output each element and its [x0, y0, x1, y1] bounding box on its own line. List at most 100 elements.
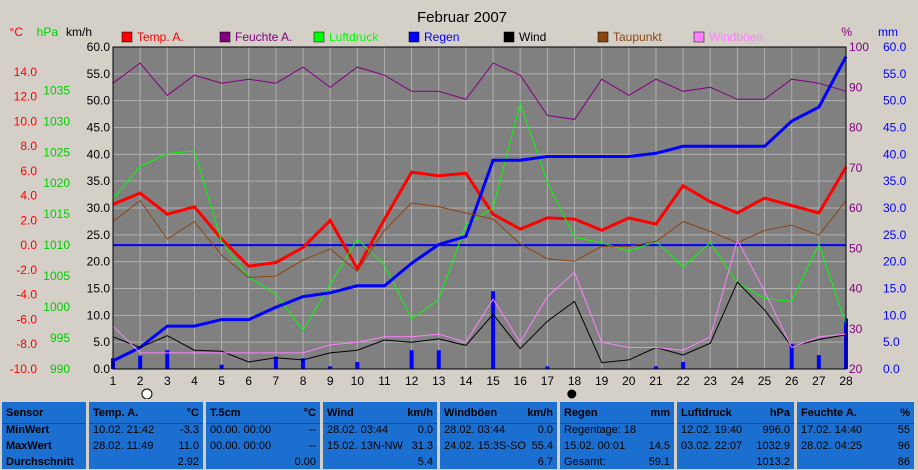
temp-title: Temp. A.	[93, 407, 139, 419]
gridlines	[112, 46, 847, 370]
temp-max-time: 28.02. 11:49	[93, 440, 154, 452]
rain-bar	[273, 356, 278, 369]
humidity-tick-label: 90	[849, 80, 863, 94]
x-tick-label: 3	[164, 374, 171, 388]
rain-tick-label: 55.0	[883, 67, 907, 81]
humidity-tick-label: 70	[849, 161, 863, 175]
pressure-title: Luftdruck	[681, 407, 732, 419]
temp-max-value: 11.0	[178, 440, 199, 452]
rain-bar	[491, 291, 496, 369]
pressure-unit-label: hPa	[37, 25, 59, 39]
max-label: MaxWert	[6, 440, 52, 452]
legend-item: Windböen	[693, 30, 763, 44]
humidity-tick-label: 40	[849, 282, 863, 296]
plot-frame	[112, 46, 847, 370]
x-tick-label: 10	[351, 374, 365, 388]
legend-label: Feuchte A.	[235, 30, 292, 44]
pressure-min-value: 996.0	[762, 424, 790, 436]
rain-bar	[436, 350, 441, 369]
weather-chart: Februar 2007 14.012.010.08.06.04.02.00.0…	[9, 9, 907, 399]
chart-marks	[111, 55, 848, 399]
legend-swatch	[693, 31, 705, 43]
x-tick-label: 11	[378, 374, 391, 388]
panel-labels: Sensor MinWert MaxWert Durchschnitt	[2, 402, 86, 469]
gusts-unit: km/h	[527, 407, 553, 419]
temp-tick-label: 12.0	[14, 90, 38, 104]
panel-wind: Wind km/h 28.02. 03:44 0.0 15.02. 13N-NW 31…	[323, 402, 437, 469]
rain-bar	[653, 366, 658, 369]
rain-tick-label: 5.0	[883, 335, 900, 349]
pressure-max-value: 1032.9	[756, 440, 790, 452]
wind-tick-label: 30.0	[87, 201, 111, 215]
legend-label: Luftdruck	[329, 30, 379, 44]
legend-item: Feuchte A.	[219, 30, 292, 44]
rain-title: Regen	[564, 407, 598, 419]
legend-item: Luftdruck	[313, 30, 379, 44]
rain-bar	[165, 350, 170, 369]
pressure-unit: hPa	[769, 407, 790, 419]
wind-tick-label: 40.0	[87, 147, 111, 161]
x-tick-label: 6	[245, 374, 252, 388]
wind-tick-label: 5.0	[93, 335, 110, 349]
x-tick-label: 7	[273, 374, 280, 388]
x-tick-label: 4	[191, 374, 198, 388]
series-line-taupunkt	[112, 199, 847, 278]
x-tick-label: 26	[785, 374, 799, 388]
series-line-regen	[112, 55, 848, 363]
moon-marker	[567, 389, 577, 399]
x-tick-label: 15	[486, 374, 500, 388]
wind-tick-label: 10.0	[87, 308, 111, 322]
rain-bar	[789, 343, 794, 369]
t5cm-max-time: 00.00. 00:00	[210, 440, 272, 452]
legend-swatch	[597, 31, 609, 43]
temp-tick-label: 10.0	[14, 114, 38, 128]
legend-label: Taupunkt	[613, 30, 662, 44]
panel-pressure: Luftdruck hPa 12.02. 19:40 996.0 03.02. 22…	[677, 402, 794, 469]
gusts-min-time: 28.02. 03:44	[444, 424, 506, 436]
wind-avg: 5.4	[417, 456, 433, 468]
rain-tick-label: 35.0	[883, 174, 907, 188]
t5cm-title: T.5cm	[210, 407, 241, 419]
humidity-tick-label: 80	[849, 121, 863, 135]
axes: 14.012.010.08.06.04.02.00.0-2.0-4.0-6.0-…	[10, 25, 907, 388]
rain-bar	[328, 366, 333, 369]
temp-avg: 2.92	[177, 456, 199, 468]
pressure-tick-label: 1020	[43, 176, 70, 190]
temp-tick-label: 2.0	[20, 213, 37, 227]
pressure-tick-label: 1005	[43, 269, 70, 283]
panel-temp: Temp. A. °C 10.02. 21:42 -3.3 28.02. 11:49…	[89, 402, 203, 469]
t5cm-unit: °C	[303, 407, 316, 419]
humidity-tick-label: 30	[849, 322, 863, 336]
temp-min-value: -3.3	[180, 424, 199, 436]
rain-unit: mm	[650, 407, 670, 419]
gusts-avg: 6.7	[537, 456, 553, 468]
humidity-min-value: 55	[897, 424, 910, 436]
legend-swatch	[503, 31, 515, 43]
rain-tick-label: 15.0	[883, 282, 907, 296]
wind-tick-label: 55.0	[87, 67, 111, 81]
temp-tick-label: -4.0	[16, 288, 37, 302]
pressure-tick-label: 1010	[43, 238, 70, 252]
x-tick-label: 20	[622, 374, 636, 388]
wind-unit-label: km/h	[66, 25, 92, 39]
rain-tick-label: 0.0	[883, 362, 900, 376]
humidity-max-value: 96	[897, 440, 910, 452]
rain-tick-label: 20.0	[883, 255, 907, 269]
panel-gusts: Windböen km/h 28.02. 03:44 0.0 24.02. 15:3…	[440, 402, 557, 469]
rain-total-label: Gesamt:	[564, 456, 606, 468]
rain-tick-label: 60.0	[883, 40, 907, 54]
x-tick-label: 12	[405, 374, 419, 388]
pressure-tick-label: 1025	[43, 145, 70, 159]
gusts-min-value: 0.0	[537, 424, 553, 436]
temp-tick-label: 6.0	[20, 164, 37, 178]
rain-tick-label: 30.0	[883, 201, 907, 215]
wind-tick-label: 0.0	[93, 362, 110, 376]
x-tick-label: 21	[649, 374, 663, 388]
min-label: MinWert	[6, 424, 50, 436]
x-tick-label: 1	[110, 374, 117, 388]
rain-bar	[138, 355, 143, 369]
pressure-tick-label: 1030	[43, 114, 70, 128]
legend-label: Wind	[519, 30, 546, 44]
chart-title: Februar 2007	[417, 9, 507, 26]
wind-tick-label: 20.0	[87, 255, 111, 269]
